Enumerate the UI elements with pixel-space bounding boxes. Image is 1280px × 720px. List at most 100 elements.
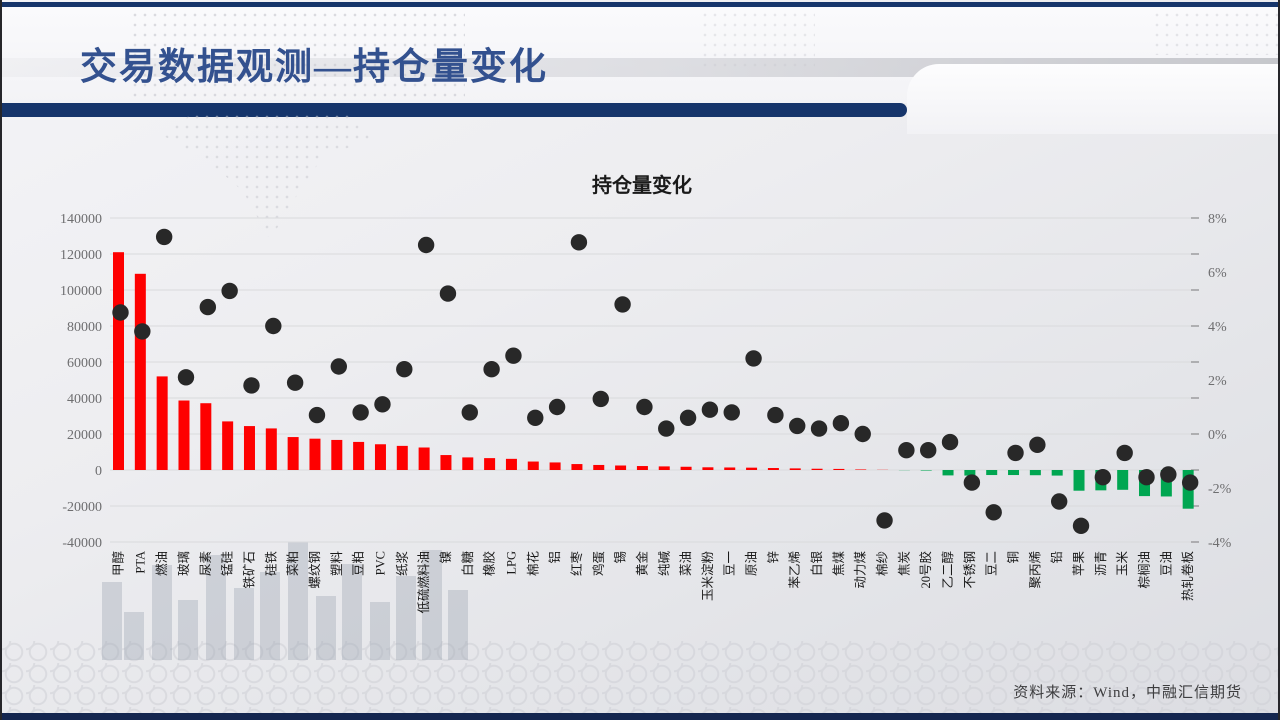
bar-不锈钢 xyxy=(964,470,976,476)
header-swoosh xyxy=(907,64,1278,134)
bar-纯碱 xyxy=(658,466,670,470)
x-axis-label: 豆油 xyxy=(1159,551,1173,576)
bar-豆粕 xyxy=(353,441,365,470)
dot-纸浆 xyxy=(396,361,413,378)
dot-棕榈油 xyxy=(1138,469,1155,486)
dot-红枣 xyxy=(570,234,588,251)
skyline-silhouette xyxy=(288,542,308,660)
dot-PTA xyxy=(134,323,151,340)
skyline-silhouette xyxy=(316,596,336,660)
dot-焦炭 xyxy=(898,442,915,459)
dot-硅铁 xyxy=(265,317,282,335)
bar-纸浆 xyxy=(396,445,408,470)
x-axis-label: 燃油 xyxy=(154,551,169,576)
dot-玉米 xyxy=(1116,444,1133,462)
dot-玉米淀粉 xyxy=(701,401,719,418)
bar-尿素 xyxy=(200,403,212,470)
left-axis-label: 60000 xyxy=(67,356,102,371)
dot-原油 xyxy=(745,350,762,367)
bar-棉花 xyxy=(527,461,539,470)
dot-锰硅 xyxy=(221,282,238,300)
bar-红枣 xyxy=(571,464,583,470)
right-axis-label: 6% xyxy=(1208,266,1227,281)
dot-玻璃 xyxy=(177,369,195,386)
x-axis-label: 锡 xyxy=(613,551,628,564)
dot-热轧卷板 xyxy=(1181,474,1199,491)
x-axis-label: 硅铁 xyxy=(264,551,278,577)
bar-燃油 xyxy=(156,376,168,470)
x-axis-label: 棉纱 xyxy=(876,551,890,576)
bar-苯乙烯 xyxy=(789,468,801,470)
dot-动力煤 xyxy=(854,425,871,443)
x-axis-label: 纯碱 xyxy=(657,551,671,577)
bar-原油 xyxy=(746,467,758,470)
bar-硅铁 xyxy=(265,428,277,470)
x-axis-label: 豆二 xyxy=(985,551,999,576)
x-axis-label: 铅 xyxy=(1050,551,1064,564)
right-axis-label: 2% xyxy=(1208,374,1227,389)
dot-豆二 xyxy=(985,504,1002,521)
x-axis-label: 镍 xyxy=(439,551,453,564)
dot-苯乙烯 xyxy=(789,417,806,435)
dot-乙二醇 xyxy=(941,433,959,451)
skyline-silhouette xyxy=(124,612,144,660)
x-axis-label: 苯乙烯 xyxy=(788,551,802,589)
x-axis-label: 黄金 xyxy=(634,551,649,577)
x-axis-label: 棉花 xyxy=(525,551,540,576)
x-axis-label: 动力煤 xyxy=(854,551,868,589)
dot-白银 xyxy=(810,420,828,437)
x-axis-label: 20号胶 xyxy=(918,551,933,589)
x-axis-label: 玉米淀粉 xyxy=(700,551,715,602)
bar-菜粕 xyxy=(287,437,299,470)
bar-菜油 xyxy=(680,466,692,470)
dot-锌 xyxy=(767,406,784,424)
dot-铅 xyxy=(1050,493,1068,510)
bar-白糖 xyxy=(462,457,474,470)
dot-grid-pattern xyxy=(1152,0,1278,55)
dot-菜油 xyxy=(679,409,697,426)
x-axis-label: PVC xyxy=(373,551,387,575)
x-axis-label: 锰硅 xyxy=(220,551,235,576)
x-axis-label: 低硫燃料油 xyxy=(416,551,431,614)
bar-LPG xyxy=(505,458,517,470)
dot-甲醇 xyxy=(112,304,129,321)
x-axis-label: 菜粕 xyxy=(285,551,300,576)
x-axis-label: 铁矿石 xyxy=(242,551,256,589)
dot-PVC xyxy=(374,396,391,413)
dot-菜粕 xyxy=(286,374,304,391)
x-axis-label: 玉米 xyxy=(1116,551,1130,577)
bar-豆一 xyxy=(724,467,736,470)
skyline-silhouette xyxy=(234,588,254,660)
skyline-silhouette xyxy=(152,565,172,660)
skyline-silhouette xyxy=(422,550,442,660)
left-axis-label: -20000 xyxy=(62,500,102,515)
dot-不锈钢 xyxy=(963,474,981,491)
dot-铝 xyxy=(548,398,566,416)
dot-20号胶 xyxy=(920,442,937,459)
right-axis-label: -4% xyxy=(1208,536,1232,551)
left-axis-label: 80000 xyxy=(67,320,102,335)
x-axis-label: 聚丙烯 xyxy=(1028,551,1042,589)
x-axis-label: 纸浆 xyxy=(394,551,409,577)
x-axis-label: 甲醇 xyxy=(111,551,126,576)
x-axis-label: 螺纹钢 xyxy=(308,551,322,589)
right-axis-label: -2% xyxy=(1208,482,1232,497)
skyline-silhouette xyxy=(342,564,362,660)
dot-沥青 xyxy=(1094,469,1112,486)
bar-玻璃 xyxy=(178,400,190,470)
dot-镍 xyxy=(439,285,457,302)
page-title: 交易数据观测—持仓量变化 xyxy=(80,47,548,88)
skyline-silhouette xyxy=(178,600,198,660)
left-axis-label: 100000 xyxy=(60,284,102,299)
dot-豆粕 xyxy=(352,404,369,421)
left-axis-label: 40000 xyxy=(67,392,102,407)
bar-甲醇 xyxy=(113,252,124,470)
bar-20号胶 xyxy=(920,470,932,471)
dot-低硫燃料油 xyxy=(417,236,435,254)
skyline-silhouette xyxy=(206,555,226,660)
bar-铅 xyxy=(1051,470,1063,476)
bar-铝 xyxy=(549,462,561,470)
bar-PVC xyxy=(374,444,386,470)
dot-尿素 xyxy=(199,298,217,316)
